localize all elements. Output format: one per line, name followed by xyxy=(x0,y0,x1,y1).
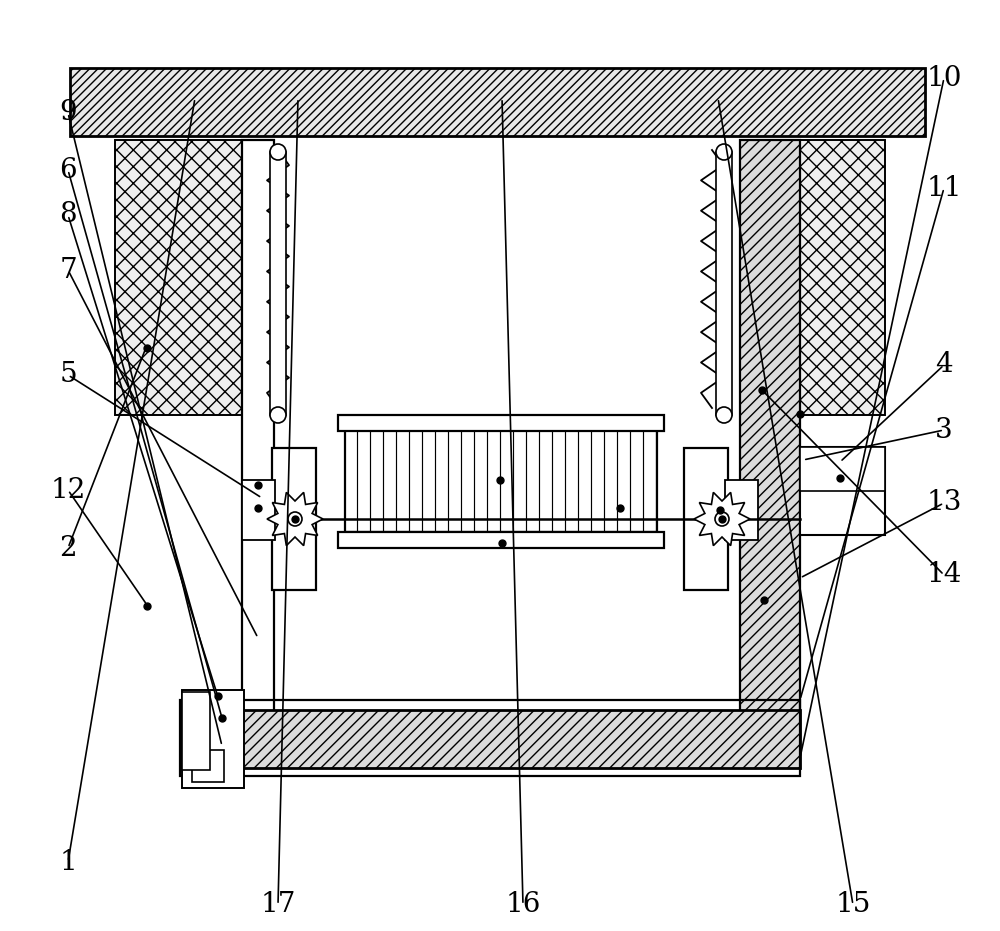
Bar xyxy=(192,750,224,782)
Bar xyxy=(242,140,274,735)
Bar xyxy=(740,140,800,750)
Bar xyxy=(180,710,800,768)
Bar xyxy=(800,447,885,535)
Text: 7: 7 xyxy=(59,257,77,284)
Text: 8: 8 xyxy=(59,201,77,228)
Text: 3: 3 xyxy=(935,416,953,443)
Bar xyxy=(272,448,316,590)
Polygon shape xyxy=(694,492,750,546)
Text: 5: 5 xyxy=(59,361,77,388)
Text: 9: 9 xyxy=(59,100,77,127)
Text: 10: 10 xyxy=(926,64,962,91)
Text: 17: 17 xyxy=(260,892,296,919)
Bar xyxy=(725,480,758,540)
Circle shape xyxy=(716,407,732,423)
Bar xyxy=(70,68,925,136)
Text: 13: 13 xyxy=(926,490,962,517)
Text: 4: 4 xyxy=(935,352,953,379)
Bar xyxy=(338,532,664,548)
Text: 14: 14 xyxy=(926,561,962,588)
Bar xyxy=(345,430,657,532)
Bar xyxy=(115,140,260,415)
Text: 2: 2 xyxy=(59,534,77,561)
Bar xyxy=(684,448,728,590)
Circle shape xyxy=(270,144,286,160)
Bar xyxy=(740,140,885,415)
Circle shape xyxy=(715,512,729,526)
Circle shape xyxy=(288,512,302,526)
Bar xyxy=(270,152,286,415)
Text: 15: 15 xyxy=(835,892,871,919)
Circle shape xyxy=(716,144,732,160)
Text: 11: 11 xyxy=(926,174,962,201)
Circle shape xyxy=(270,407,286,423)
Text: 1: 1 xyxy=(59,848,77,875)
Text: 6: 6 xyxy=(59,156,77,183)
Polygon shape xyxy=(267,492,323,546)
Bar xyxy=(180,700,800,776)
Text: 16: 16 xyxy=(505,892,541,919)
Bar xyxy=(182,690,244,788)
Bar xyxy=(242,480,275,540)
Bar xyxy=(182,692,210,770)
Bar xyxy=(800,447,885,491)
Text: 12: 12 xyxy=(50,477,86,504)
Bar xyxy=(338,415,664,431)
Bar xyxy=(716,152,732,415)
